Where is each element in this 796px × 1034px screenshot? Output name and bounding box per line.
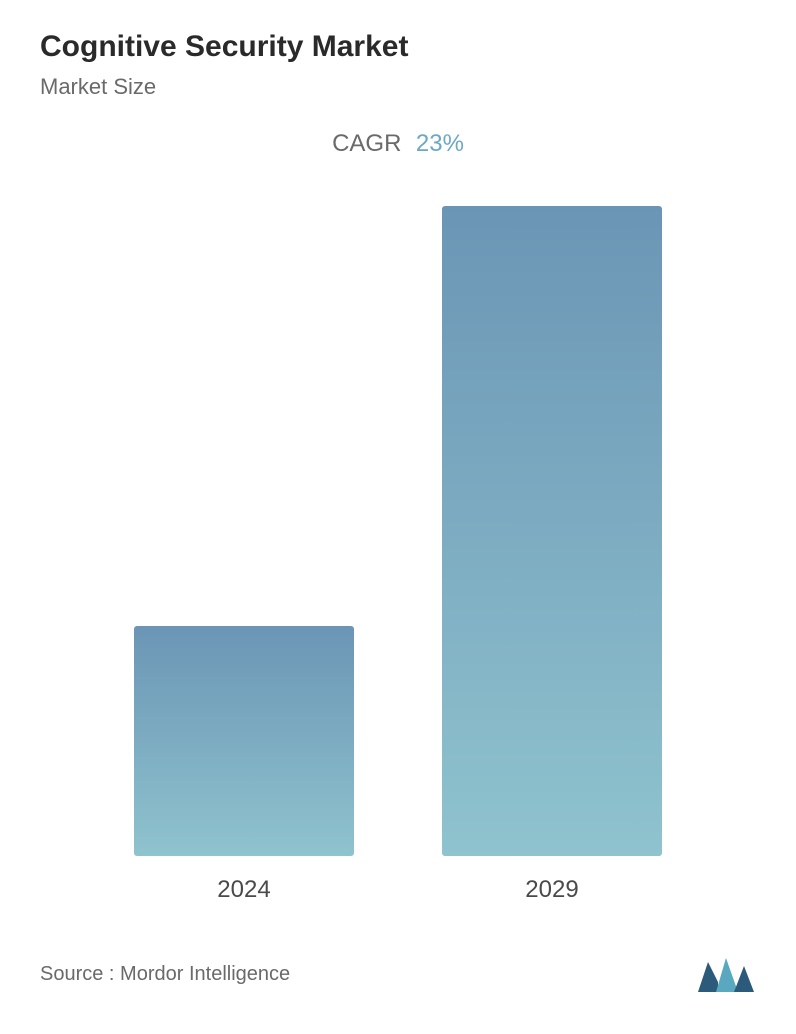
cagr-label: CAGR [332,130,401,157]
source-text: Source : Mordor Intelligence [40,963,290,986]
page-title: Cognitive Security Market [40,30,756,64]
bar-2029 [442,206,662,856]
bar-label-2029: 2029 [525,876,578,904]
cagr-value: 23% [416,130,464,157]
mordor-logo-icon [696,954,756,994]
chart-container: Cognitive Security Market Market Size CA… [0,0,796,1034]
source-name: Mordor Intelligence [120,963,290,985]
bar-label-2024: 2024 [217,876,270,904]
bar-group-2024: 2024 [134,626,354,904]
page-subtitle: Market Size [40,74,756,100]
bar-2024 [134,626,354,856]
source-label: Source : [40,963,114,985]
cagr-row: CAGR 23% [40,130,756,158]
footer: Source : Mordor Intelligence [40,944,756,1014]
chart-area: 2024 2029 [40,178,756,934]
bar-group-2029: 2029 [442,206,662,904]
